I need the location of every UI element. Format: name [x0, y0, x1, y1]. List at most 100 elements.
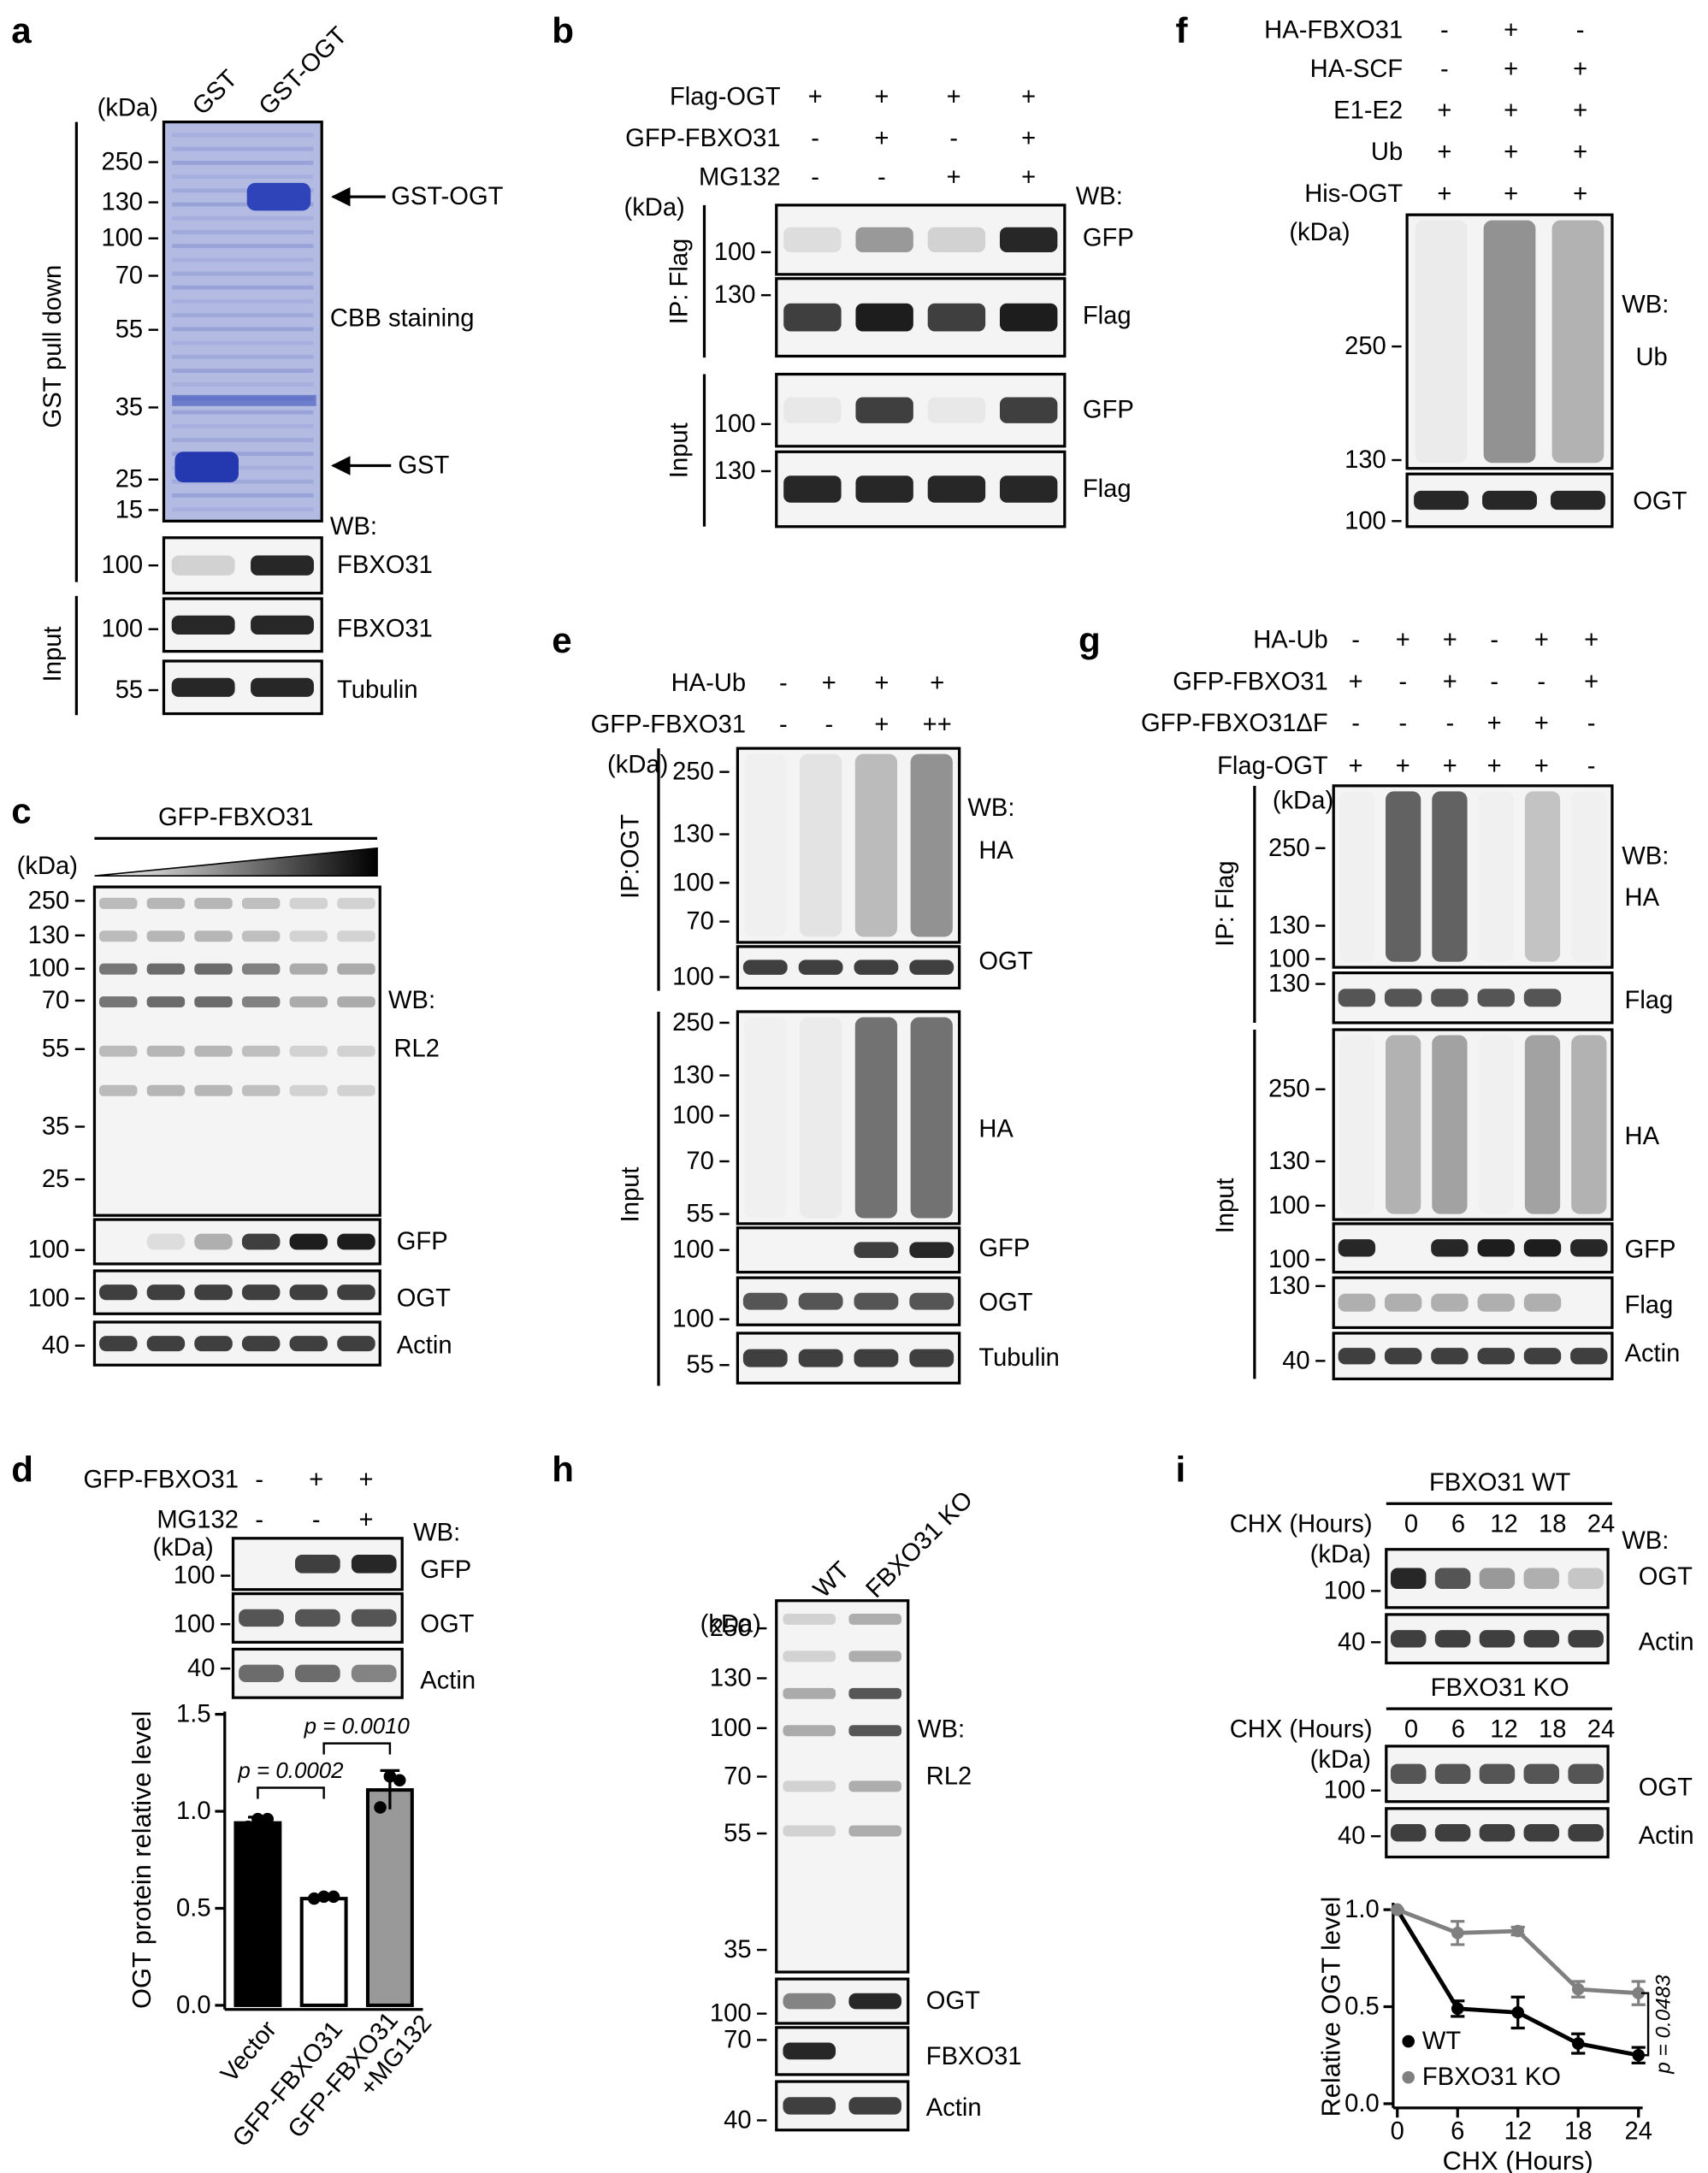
p-value: p = 0.0002	[237, 1759, 344, 1783]
time-value: 6	[1451, 1511, 1465, 1538]
treatment-sign: -	[1398, 668, 1407, 695]
band	[854, 960, 899, 975]
smear	[1386, 1035, 1421, 1214]
blot	[1405, 213, 1614, 470]
wb-label: WB:	[413, 1519, 460, 1546]
gel-band	[172, 271, 314, 276]
marker-label: 250	[1268, 835, 1310, 862]
side-label: IP:OGT	[618, 814, 645, 899]
blot-label: GFP	[420, 1556, 471, 1584]
band	[783, 1613, 836, 1625]
band	[1431, 1293, 1469, 1312]
time-value: 18	[1539, 1511, 1566, 1538]
band	[1523, 989, 1562, 1007]
band	[848, 1993, 902, 2010]
smear	[1479, 791, 1514, 961]
blot-label: HA	[978, 837, 1014, 865]
smear	[854, 753, 898, 937]
band	[783, 1993, 836, 2010]
treatment-sign: +	[874, 712, 889, 739]
band	[241, 930, 281, 942]
marker-label: 250	[102, 149, 144, 176]
band	[1523, 1823, 1560, 1842]
y-tick-label: 1.5	[176, 1701, 211, 1728]
treatment-label: HA-FBXO31	[1264, 17, 1403, 44]
treatment-sign: -	[255, 1467, 263, 1494]
data-point	[1511, 1924, 1525, 1938]
band	[1338, 1239, 1376, 1257]
treatment-sign: -	[255, 1507, 263, 1534]
marker-label: 100	[174, 1610, 216, 1638]
blot-label: Actin	[420, 1668, 476, 1695]
marker-label: 250	[710, 1615, 752, 1642]
band	[99, 1284, 138, 1301]
marker-label: 55	[115, 676, 143, 704]
sig-bracket	[1640, 1992, 1650, 2057]
treatment-sign: -	[312, 1507, 321, 1534]
marker-label: 15	[115, 496, 143, 523]
blot	[1332, 1222, 1614, 1274]
band	[146, 1045, 186, 1057]
x-axis-label: CHX (Hours)	[1443, 2146, 1593, 2173]
data-point	[308, 1892, 321, 1905]
band	[1568, 1763, 1604, 1784]
marker-label: 100	[102, 616, 144, 643]
group-title: FBXO31 KO	[1431, 1674, 1569, 1702]
band	[783, 1687, 836, 1699]
gel-band	[172, 174, 314, 180]
treatment-sign: +	[874, 670, 889, 697]
band	[194, 1233, 233, 1250]
gel-band	[172, 410, 314, 415]
gel-band	[172, 327, 314, 332]
gel-band	[172, 354, 314, 359]
gel-band	[172, 465, 314, 470]
smear	[799, 753, 842, 937]
band	[1570, 1239, 1608, 1257]
panel-label: c	[11, 791, 31, 831]
treatment-sign: +	[1573, 56, 1587, 83]
blot-label: OGT	[978, 948, 1032, 976]
y-axis-label: OGT protein relative level	[127, 1711, 157, 2009]
band	[146, 930, 186, 942]
band	[194, 897, 233, 909]
data-point	[1571, 1982, 1585, 1996]
marker-label: 130	[714, 281, 756, 309]
smear	[1386, 791, 1421, 962]
band	[1570, 1348, 1608, 1365]
band	[783, 1780, 836, 1792]
band	[99, 1084, 138, 1096]
band	[146, 897, 186, 909]
marker-label: 70	[115, 262, 143, 289]
blot-label: OGT	[1639, 1774, 1693, 1801]
smear	[1551, 220, 1605, 464]
y-tick-label: 0.5	[1345, 1993, 1380, 2021]
legend-label: FBXO31 KO	[1422, 2064, 1561, 2091]
panel-label: a	[11, 10, 32, 50]
treatment-sign: +	[874, 83, 889, 110]
blot-label: FBXO31	[926, 2043, 1022, 2070]
marker-label: 130	[672, 821, 714, 848]
treatment-label: E1-E2	[1333, 97, 1403, 125]
marker-label: 40	[1338, 1822, 1365, 1850]
marker-label: 25	[42, 1166, 69, 1193]
smear	[1339, 791, 1374, 961]
band	[1568, 1630, 1604, 1648]
treatment-label: Ub	[1371, 139, 1403, 166]
unit: (kDa)	[1289, 219, 1350, 246]
blot	[92, 1218, 381, 1266]
treatment-sign: -	[1398, 710, 1407, 737]
legend-label: WT	[1422, 2028, 1462, 2055]
band	[351, 1664, 397, 1683]
band	[1523, 1293, 1562, 1312]
marker-label: 130	[1268, 1148, 1310, 1175]
blot-label: OGT	[397, 1284, 451, 1312]
treatment-sign: -	[1440, 56, 1449, 83]
treatment-sign: +	[1487, 710, 1502, 737]
treatment-sign: +	[1437, 97, 1451, 125]
band	[289, 1045, 328, 1057]
blot-label: GFP	[1083, 397, 1134, 424]
band	[289, 930, 328, 942]
band	[241, 996, 281, 1008]
y-axis-label: Relative OGT level	[1315, 1897, 1345, 2117]
band	[1479, 1568, 1516, 1590]
